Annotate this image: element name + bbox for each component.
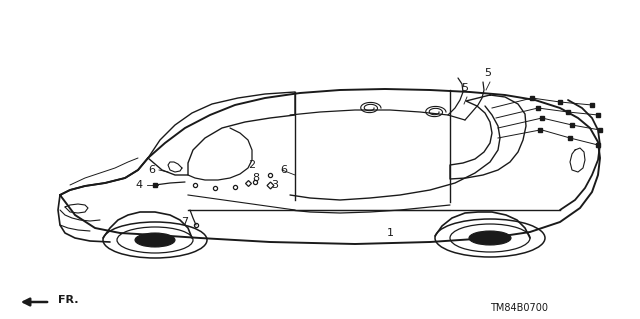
Ellipse shape	[469, 231, 511, 245]
Text: 4: 4	[136, 180, 143, 190]
Text: 1: 1	[387, 228, 394, 238]
Text: 6: 6	[280, 165, 287, 175]
Text: 5: 5	[484, 68, 492, 78]
Text: 2: 2	[248, 160, 255, 170]
Ellipse shape	[135, 233, 175, 247]
Text: 6: 6	[148, 165, 155, 175]
Text: FR.: FR.	[58, 295, 79, 305]
Text: 3: 3	[271, 180, 278, 190]
Text: 7: 7	[181, 217, 188, 227]
Text: 8: 8	[252, 173, 259, 183]
Text: 5: 5	[461, 83, 468, 93]
Text: TM84B0700: TM84B0700	[490, 303, 548, 313]
